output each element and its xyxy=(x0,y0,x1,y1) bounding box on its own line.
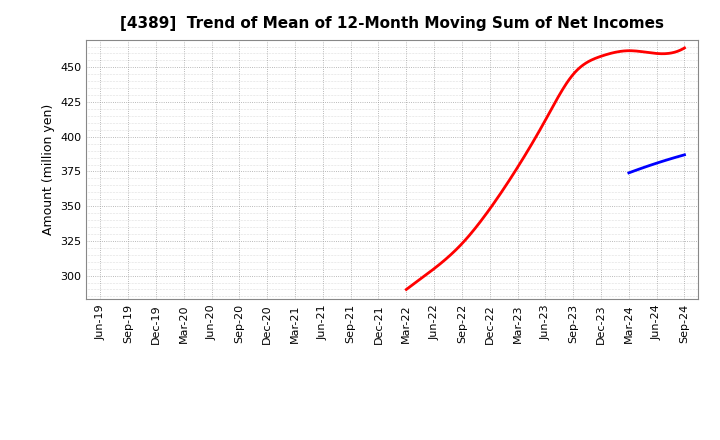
5 Years xyxy=(635,166,644,172)
5 Years xyxy=(678,153,686,158)
3 Years xyxy=(402,287,410,292)
3 Years xyxy=(403,286,412,291)
3 Years xyxy=(572,68,581,73)
5 Years xyxy=(653,160,662,165)
Y-axis label: Amount (million yen): Amount (million yen) xyxy=(42,104,55,235)
5 Years xyxy=(680,152,689,158)
Title: [4389]  Trend of Mean of 12-Month Moving Sum of Net Incomes: [4389] Trend of Mean of 12-Month Moving … xyxy=(120,16,665,32)
Line: 3 Years: 3 Years xyxy=(406,48,685,290)
5 Years xyxy=(675,154,684,159)
3 Years xyxy=(654,51,663,56)
3 Years xyxy=(636,49,645,54)
5 Years xyxy=(657,159,666,164)
3 Years xyxy=(567,73,576,78)
3 Years xyxy=(567,74,575,80)
3 Years xyxy=(680,45,689,51)
5 Years xyxy=(624,170,633,176)
Line: 5 Years: 5 Years xyxy=(629,155,685,173)
5 Years xyxy=(637,165,646,171)
